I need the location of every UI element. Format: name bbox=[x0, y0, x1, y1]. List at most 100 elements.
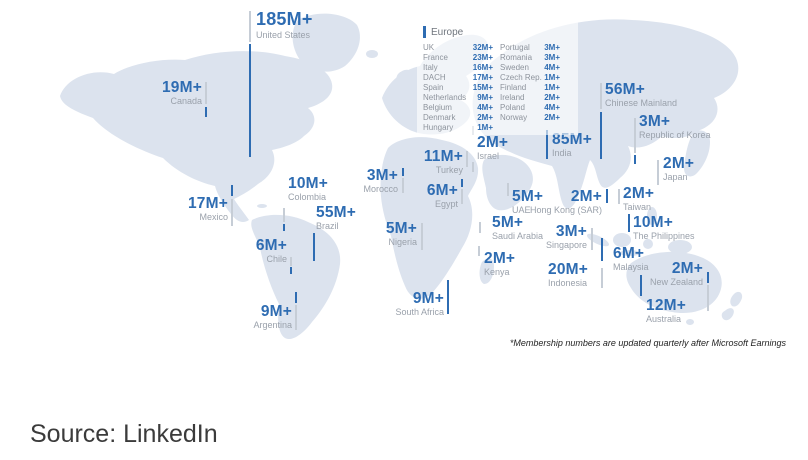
hong-kong-value: 2M+ bbox=[570, 188, 602, 205]
leader-line-saudi-arabia bbox=[479, 222, 481, 233]
source-attribution: Source: LinkedIn bbox=[30, 420, 218, 448]
europe-row-portugal: Portugal 3M+ bbox=[500, 42, 560, 52]
australia-name: Australia bbox=[646, 314, 682, 325]
map-label-nigeria: 5M+ Nigeria bbox=[386, 220, 417, 248]
map-label-taiwan: 2M+ Taiwan bbox=[623, 185, 654, 213]
taiwan-name: Taiwan bbox=[623, 202, 652, 213]
map-label-israel: 2M+ Israel bbox=[477, 134, 508, 162]
caribbean-shape bbox=[257, 204, 267, 208]
japan-name: Japan bbox=[663, 172, 688, 183]
argentina-name: Argentina bbox=[253, 320, 292, 331]
europe-row-finland: Finland 1M+ bbox=[500, 82, 560, 92]
leader-line-chile bbox=[290, 267, 292, 274]
map-label-japan: 2M+ Japan bbox=[663, 155, 694, 183]
leader-line-canada bbox=[205, 82, 207, 104]
leader-line-south-korea bbox=[634, 155, 636, 164]
country-name: Czech Rep. bbox=[500, 72, 542, 82]
country-value: 16M+ bbox=[472, 62, 493, 72]
country-value: 9M+ bbox=[477, 92, 493, 102]
tasmania-shape bbox=[686, 319, 694, 325]
country-value: 3M+ bbox=[544, 42, 560, 52]
nigeria-value: 5M+ bbox=[385, 220, 417, 237]
uae-name: UAE bbox=[512, 205, 531, 216]
egypt-name: Egypt bbox=[434, 199, 458, 210]
country-name: Belgium bbox=[423, 102, 452, 112]
leader-line-uae bbox=[507, 183, 509, 196]
singapore-value: 3M+ bbox=[555, 223, 587, 240]
north-america-shape bbox=[60, 51, 333, 222]
country-name: France bbox=[423, 52, 448, 62]
malaysia-name: Malaysia bbox=[613, 262, 649, 273]
europe-row-hungary: Hungary 1M+ bbox=[423, 122, 493, 132]
indonesia-name: Indonesia bbox=[548, 278, 588, 289]
country-name: Norway bbox=[500, 112, 528, 122]
united-states-value: 185M+ bbox=[256, 9, 313, 29]
sumatra-shape bbox=[586, 233, 610, 247]
map-label-chile: 6M+ Chile bbox=[256, 237, 287, 265]
country-value: 3M+ bbox=[544, 52, 560, 62]
map-label-morocco: 3M+ Morocco bbox=[363, 167, 398, 195]
leader-line-egypt bbox=[461, 179, 463, 187]
nigeria-name: Nigeria bbox=[388, 237, 417, 248]
membership-footnote: *Membership numbers are updated quarterl… bbox=[509, 338, 786, 348]
philippines-name: The Philippines bbox=[633, 231, 695, 242]
philippines-shape bbox=[647, 207, 657, 225]
map-label-hong-kong: 2M+ Hong Kong (SAR) bbox=[530, 188, 602, 216]
europe-row-belgium: Belgium 4M+ bbox=[423, 102, 493, 112]
map-label-south-korea: 3M+ Republic of Korea bbox=[639, 113, 711, 141]
colombia-value: 10M+ bbox=[288, 175, 329, 192]
leader-line-chinese-mainland bbox=[600, 83, 602, 109]
country-name: UK bbox=[423, 42, 435, 52]
new-zealand-south-shape bbox=[721, 308, 734, 321]
map-label-south-africa: 9M+ South Africa bbox=[395, 290, 444, 318]
sulawesi-shape bbox=[643, 239, 653, 249]
country-name: Spain bbox=[423, 82, 444, 92]
new-zealand-name: New Zealand bbox=[649, 277, 703, 288]
map-label-kenya: 2M+ Kenya bbox=[484, 250, 515, 278]
chile-value: 6M+ bbox=[255, 237, 287, 254]
argentina-value: 9M+ bbox=[260, 303, 292, 320]
europe-row-netherlands: Netherlands 9M+ bbox=[423, 92, 493, 102]
country-value: 4M+ bbox=[544, 102, 560, 112]
map-label-india: 85M+ India bbox=[552, 131, 592, 159]
south-america-shape bbox=[251, 214, 341, 340]
europe-panel-title: Europe bbox=[431, 26, 464, 38]
country-name: Ireland bbox=[500, 92, 525, 102]
japan-value: 2M+ bbox=[663, 155, 695, 172]
south-korea-name: Republic of Korea bbox=[639, 130, 711, 141]
morocco-value: 3M+ bbox=[366, 167, 398, 184]
country-name: Romania bbox=[500, 52, 533, 62]
europe-row-sweden: Sweden 4M+ bbox=[500, 62, 560, 72]
map-label-uae: 5M+ UAE bbox=[512, 188, 543, 216]
leader-line-japan bbox=[657, 160, 659, 185]
morocco-name: Morocco bbox=[363, 184, 398, 195]
colombia-name: Colombia bbox=[288, 192, 327, 203]
iceland-shape bbox=[366, 50, 378, 58]
saudi-arabia-value: 5M+ bbox=[492, 214, 524, 231]
mexico-value: 17M+ bbox=[187, 195, 228, 212]
leader-line-south-korea bbox=[634, 118, 636, 153]
leader-line-south-africa bbox=[447, 280, 449, 314]
country-name: Sweden bbox=[500, 62, 529, 72]
leader-line-philippines bbox=[628, 214, 630, 232]
leader-line-australia bbox=[640, 275, 642, 296]
south-africa-name: South Africa bbox=[395, 307, 444, 318]
leader-line-morocco bbox=[402, 178, 404, 193]
leader-line-mexico bbox=[231, 199, 233, 226]
canada-name: Canada bbox=[170, 96, 202, 107]
new-guinea-shape bbox=[668, 240, 692, 254]
europe-row-dach: DACH 17M+ bbox=[423, 72, 493, 82]
leader-line-united-states bbox=[249, 44, 251, 157]
europe-panel: Europe UK 32M+ France 23M+ Italy 16M+ DACH 1… bbox=[417, 21, 578, 135]
map-label-colombia: 10M+ Colombia bbox=[288, 175, 328, 203]
country-value: 1M+ bbox=[544, 82, 560, 92]
leader-line-malaysia bbox=[601, 238, 603, 261]
country-value: 32M+ bbox=[472, 42, 493, 52]
country-name: Denmark bbox=[423, 112, 456, 122]
country-value: 2M+ bbox=[477, 112, 493, 122]
chinese-mainland-value: 56M+ bbox=[605, 81, 646, 98]
europe-row-denmark: Denmark 2M+ bbox=[423, 112, 493, 122]
europe-row-italy: Italy 16M+ bbox=[423, 62, 493, 72]
map-label-philippines: 10M+ The Philippines bbox=[633, 214, 695, 242]
